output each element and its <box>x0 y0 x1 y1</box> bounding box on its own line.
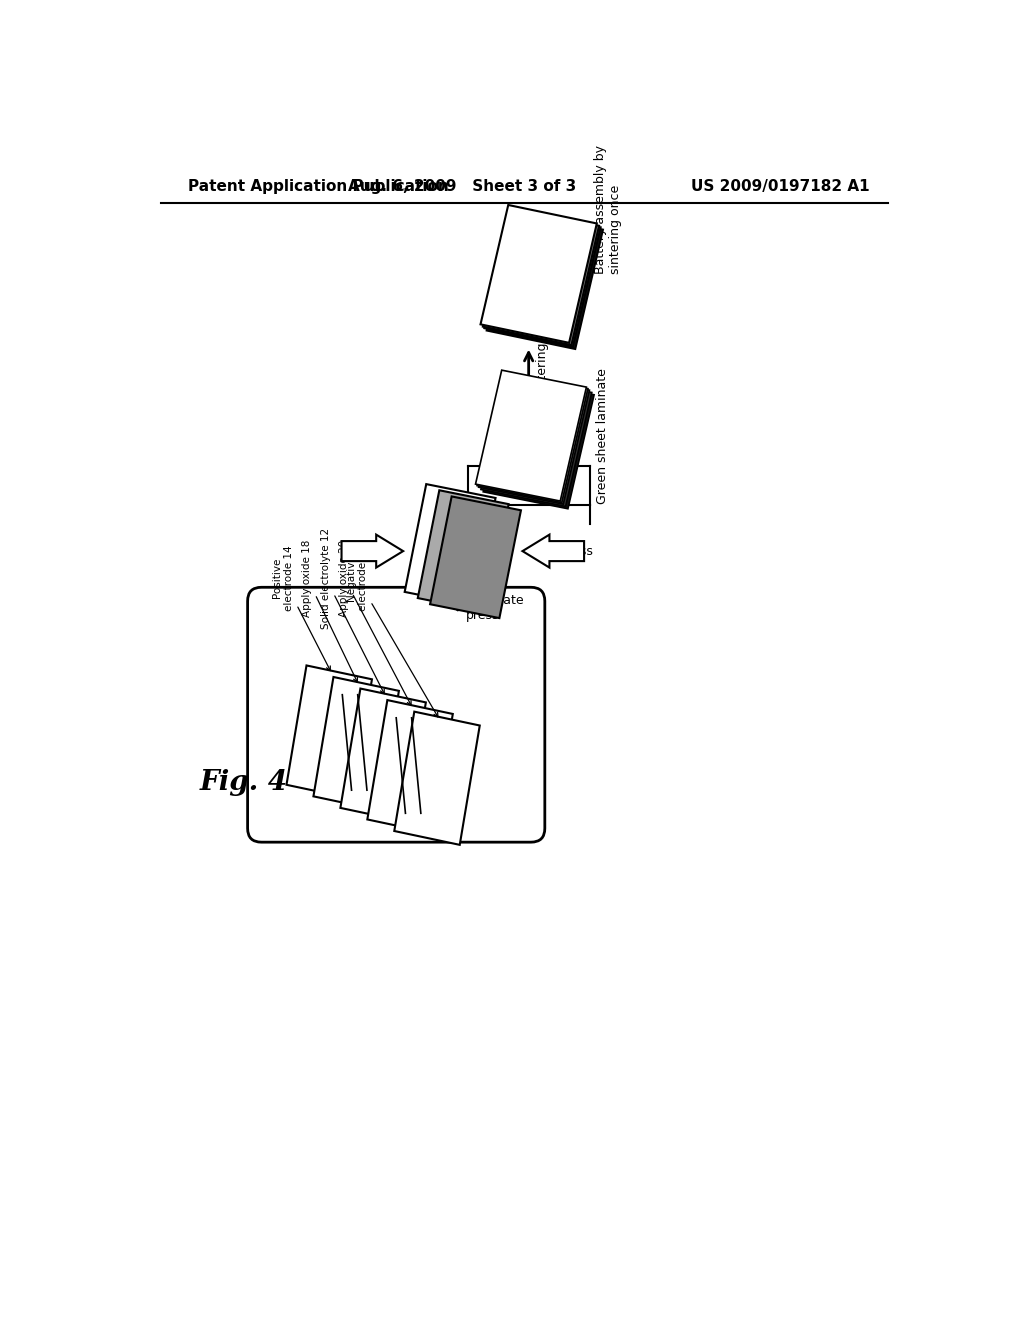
FancyBboxPatch shape <box>248 587 545 842</box>
Text: Green sheet laminate: Green sheet laminate <box>596 368 608 503</box>
Polygon shape <box>483 378 594 508</box>
Polygon shape <box>483 207 599 345</box>
Polygon shape <box>418 490 509 612</box>
Text: Solid electrolyte 12: Solid electrolyte 12 <box>321 528 384 694</box>
Text: Press: Press <box>561 545 594 557</box>
Text: US 2009/0197182 A1: US 2009/0197182 A1 <box>691 180 869 194</box>
Text: Apply oxide 18: Apply oxide 18 <box>302 540 357 682</box>
Polygon shape <box>484 209 601 347</box>
Polygon shape <box>313 677 399 810</box>
Polygon shape <box>477 372 588 503</box>
Polygon shape <box>486 211 603 348</box>
Text: Laminate
press: Laminate press <box>466 594 524 623</box>
Polygon shape <box>478 374 590 504</box>
Text: Fig. 4: Fig. 4 <box>200 768 288 796</box>
Polygon shape <box>340 689 426 822</box>
Polygon shape <box>287 665 372 799</box>
Text: Positive
electrode 14: Positive electrode 14 <box>272 545 331 671</box>
Polygon shape <box>475 370 587 502</box>
Polygon shape <box>430 496 521 618</box>
Polygon shape <box>522 535 584 568</box>
Polygon shape <box>368 700 453 833</box>
Polygon shape <box>480 205 597 343</box>
Text: Negative
electrode 16: Negative electrode 16 <box>346 545 438 717</box>
Polygon shape <box>342 535 403 568</box>
Polygon shape <box>481 376 592 507</box>
Polygon shape <box>404 484 496 606</box>
Text: Apply oxide 20: Apply oxide 20 <box>339 540 411 705</box>
Polygon shape <box>394 711 480 845</box>
Text: Patent Application Publication: Patent Application Publication <box>188 180 450 194</box>
Text: Battery assembly by
sintering once: Battery assembly by sintering once <box>594 145 623 275</box>
Text: Aug. 6, 2009   Sheet 3 of 3: Aug. 6, 2009 Sheet 3 of 3 <box>347 180 575 194</box>
Text: Sintering: Sintering <box>535 342 548 399</box>
